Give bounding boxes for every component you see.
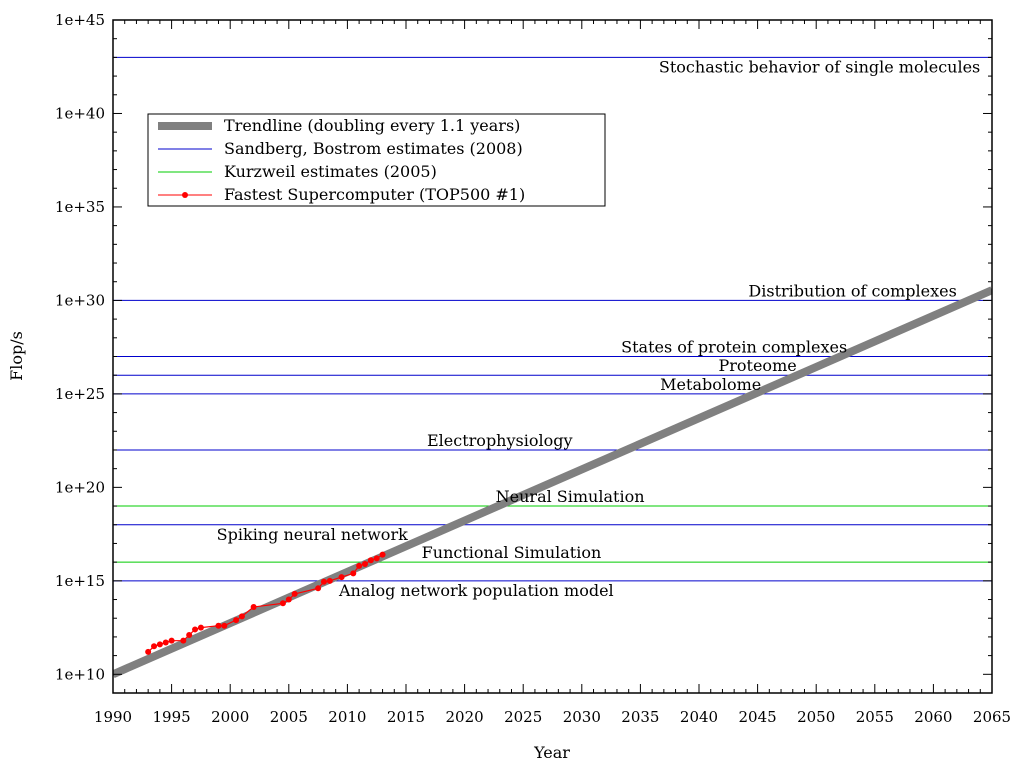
y-tick-label: 1e+35 — [55, 198, 105, 216]
data-point-top500 — [162, 639, 169, 646]
data-point-top500 — [326, 577, 333, 584]
x-tick-label: 2005 — [270, 708, 308, 726]
data-point-top500 — [291, 590, 298, 597]
y-tick-label: 1e+10 — [55, 665, 105, 683]
x-tick-label: 2030 — [563, 708, 601, 726]
x-tick-label: 2025 — [504, 708, 542, 726]
x-tick-label: 2045 — [739, 708, 777, 726]
reference-label: Proteome — [718, 356, 796, 375]
data-point-top500 — [221, 622, 228, 629]
x-tick-label: 2055 — [856, 708, 894, 726]
reference-label: Stochastic behavior of single molecules — [659, 57, 980, 76]
legend-label: Kurzweil estimates (2005) — [224, 162, 437, 181]
x-tick-label: 1995 — [153, 708, 191, 726]
y-tick-label: 1e+20 — [55, 478, 105, 496]
x-tick-label: 2060 — [914, 708, 952, 726]
reference-label: States of protein complexes — [621, 338, 847, 357]
legend-swatch-marker — [182, 192, 188, 198]
data-point-top500 — [192, 626, 199, 633]
legend-label: Fastest Supercomputer (TOP500 #1) — [224, 185, 525, 204]
x-tick-label: 2015 — [387, 708, 425, 726]
data-point-top500 — [197, 624, 204, 631]
x-tick-label: 2035 — [621, 708, 659, 726]
data-point-top500 — [285, 596, 292, 603]
y-tick-label: 1e+45 — [55, 11, 105, 29]
data-point-top500 — [356, 562, 363, 569]
data-point-top500 — [168, 637, 175, 644]
data-point-top500 — [180, 637, 187, 644]
data-point-top500 — [156, 641, 163, 648]
x-tick-label: 2020 — [446, 708, 484, 726]
x-tick-label: 2040 — [680, 708, 718, 726]
data-point-top500 — [373, 555, 380, 562]
data-point-top500 — [151, 643, 158, 650]
reference-label: Metabolome — [660, 375, 761, 394]
x-tick-label: 2050 — [797, 708, 835, 726]
data-point-top500 — [320, 578, 327, 585]
data-point-top500 — [350, 570, 357, 577]
data-point-top500 — [250, 604, 257, 611]
x-axis-title: Year — [533, 743, 570, 762]
legend-label: Trendline (doubling every 1.1 years) — [224, 116, 520, 135]
trendline — [113, 286, 992, 678]
reference-label: Electrophysiology — [427, 431, 573, 450]
data-point-top500 — [238, 613, 245, 620]
data-point-top500 — [338, 574, 345, 581]
x-tick-label: 2065 — [973, 708, 1011, 726]
y-tick-label: 1e+15 — [55, 572, 105, 590]
x-tick-label: 2010 — [328, 708, 366, 726]
y-tick-label: 1e+40 — [55, 104, 105, 122]
data-point-top500 — [186, 632, 193, 639]
legend-label: Sandberg, Bostrom estimates (2008) — [224, 139, 523, 158]
data-point-top500 — [215, 622, 222, 629]
data-point-top500 — [279, 600, 286, 607]
data-point-top500 — [145, 648, 152, 655]
reference-label: Spiking neural network — [217, 525, 408, 544]
y-axis-title: Flop/s — [7, 331, 26, 381]
data-point-top500 — [233, 617, 240, 624]
plot-frame — [112, 19, 993, 694]
reference-label: Analog network population model — [338, 581, 614, 600]
y-tick-label: 1e+25 — [55, 385, 105, 403]
reference-label: Distribution of complexes — [748, 281, 956, 300]
reference-label: Neural Simulation — [496, 487, 645, 506]
data-point-top500 — [379, 551, 386, 558]
data-point-top500 — [361, 561, 368, 568]
data-point-top500 — [315, 585, 322, 592]
legend-box — [147, 113, 606, 207]
y-tick-label: 1e+30 — [55, 291, 105, 309]
legend: Trendline (doubling every 1.1 years) Sand… — [147, 113, 606, 207]
reference-label: Functional Simulation — [422, 543, 602, 562]
x-tick-label: 1990 — [94, 708, 132, 726]
data-point-top500 — [367, 557, 374, 564]
x-tick-label: 2000 — [211, 708, 249, 726]
